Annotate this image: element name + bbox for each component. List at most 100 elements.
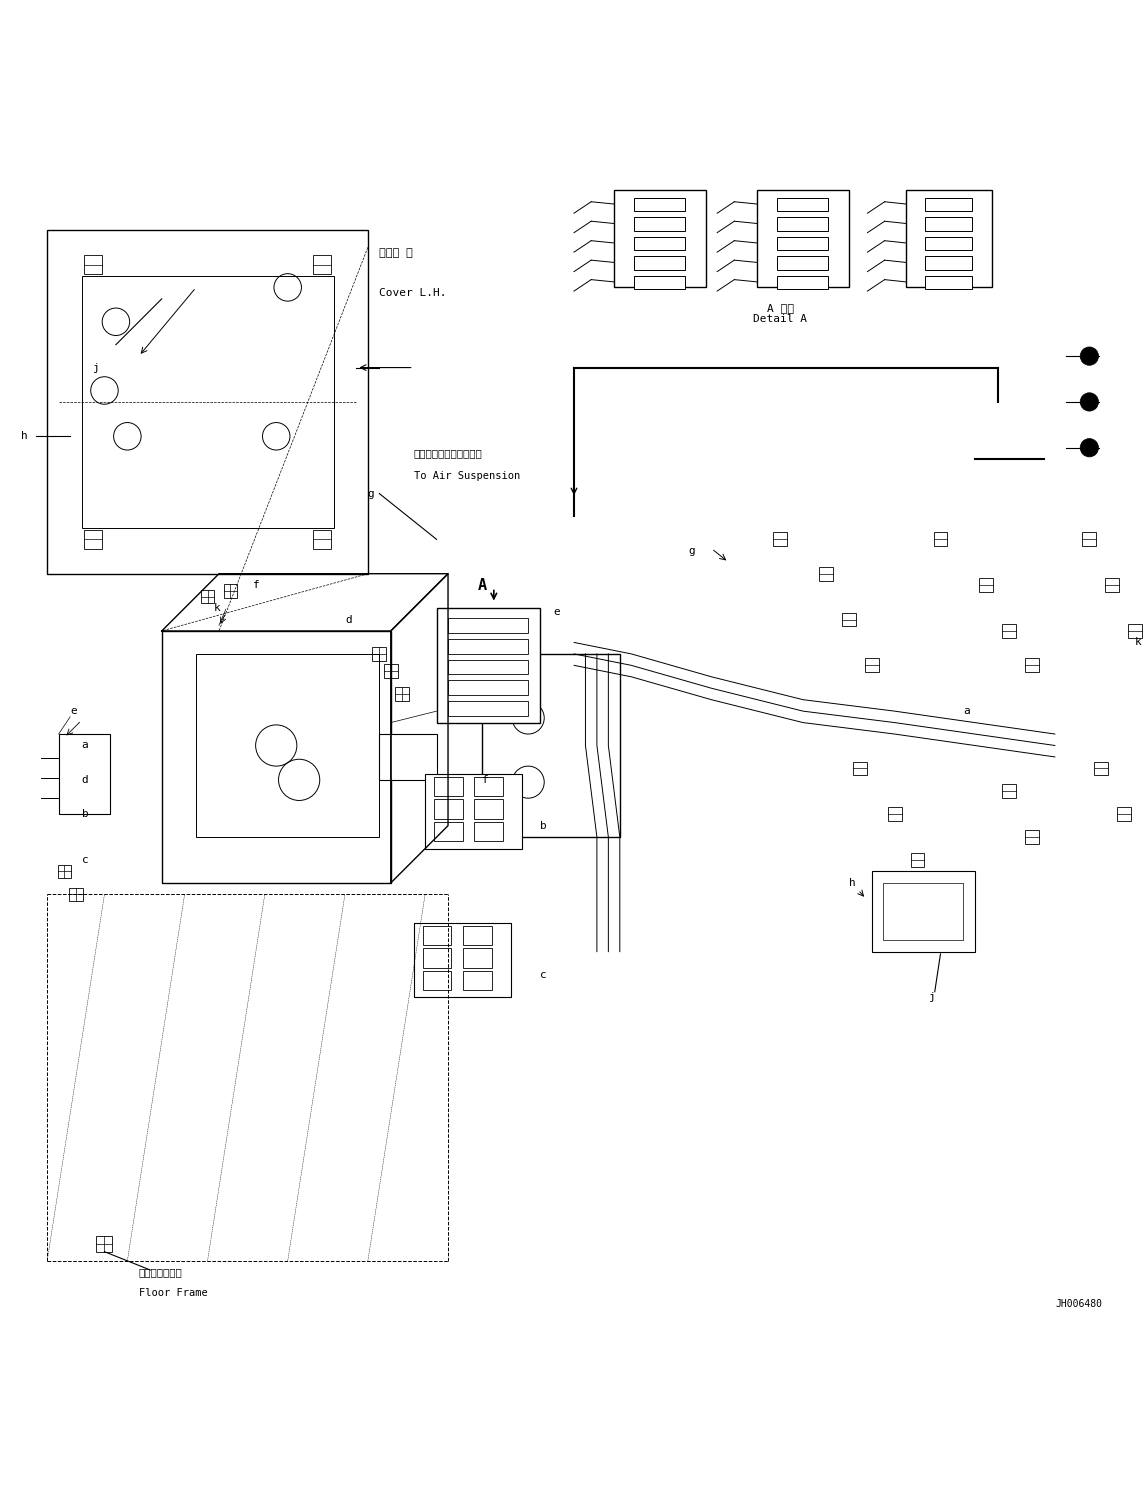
Bar	[853, 762, 867, 775]
Bar	[1002, 625, 1016, 638]
Bar	[313, 255, 332, 274]
Bar	[774, 532, 788, 546]
Bar	[925, 256, 972, 270]
Text: j: j	[93, 362, 100, 373]
Bar	[201, 590, 215, 604]
Bar	[871, 871, 975, 951]
Bar	[777, 256, 828, 270]
Bar	[434, 777, 463, 796]
Text: d: d	[344, 614, 351, 625]
Bar	[841, 613, 855, 626]
Bar	[422, 926, 451, 945]
Text: a: a	[963, 707, 970, 716]
Bar	[777, 198, 828, 212]
Text: c: c	[82, 854, 88, 865]
Bar	[634, 198, 684, 212]
Bar	[425, 774, 522, 848]
Circle shape	[1080, 392, 1099, 412]
Text: c: c	[540, 969, 546, 980]
Text: h: h	[21, 431, 28, 441]
Bar	[463, 971, 491, 990]
Bar	[196, 655, 379, 836]
Text: k: k	[1135, 638, 1142, 647]
Bar	[82, 276, 334, 528]
Bar	[634, 218, 684, 231]
Text: e: e	[70, 707, 77, 716]
Bar	[448, 640, 528, 655]
Bar	[474, 799, 503, 819]
Bar	[634, 237, 684, 250]
Bar	[69, 887, 83, 901]
Bar	[313, 531, 332, 549]
Bar	[84, 531, 102, 549]
Circle shape	[1080, 438, 1099, 456]
Bar	[379, 734, 436, 780]
Bar	[1002, 784, 1016, 798]
Text: e: e	[553, 607, 560, 616]
Bar	[436, 608, 540, 723]
Bar	[162, 631, 390, 883]
Bar	[887, 807, 901, 822]
Bar	[448, 659, 528, 674]
Text: g: g	[367, 489, 374, 498]
Bar	[84, 255, 102, 274]
Text: a: a	[82, 741, 88, 750]
Text: k: k	[214, 602, 220, 613]
Text: A 詳細: A 詳細	[767, 303, 793, 313]
Text: フロアフレーム: フロアフレーム	[139, 1267, 183, 1278]
Bar	[448, 619, 528, 634]
Bar	[395, 687, 409, 701]
Bar	[96, 1236, 113, 1251]
Bar	[864, 659, 878, 672]
Bar	[1128, 625, 1142, 638]
Bar	[463, 926, 491, 945]
Bar	[422, 948, 451, 968]
Text: b: b	[540, 820, 546, 830]
Bar	[819, 567, 832, 580]
Bar	[1094, 762, 1108, 775]
Bar	[925, 198, 972, 212]
Bar	[906, 189, 992, 288]
Bar	[758, 189, 848, 288]
Text: JH006480: JH006480	[1055, 1299, 1102, 1309]
Bar	[463, 948, 491, 968]
Bar	[434, 799, 463, 819]
Bar	[1025, 659, 1039, 672]
Bar	[925, 237, 972, 250]
Bar	[57, 865, 71, 878]
Text: f: f	[254, 580, 261, 590]
Bar	[1117, 807, 1131, 822]
Text: f: f	[482, 775, 489, 784]
Bar	[474, 822, 503, 841]
Text: d: d	[82, 775, 88, 784]
Bar	[777, 237, 828, 250]
Bar	[413, 923, 511, 997]
Bar	[1025, 830, 1039, 844]
Bar	[634, 256, 684, 270]
Text: j: j	[929, 993, 936, 1002]
Text: Floor Frame: Floor Frame	[139, 1288, 208, 1299]
Bar	[979, 579, 993, 592]
Bar	[883, 883, 963, 941]
Text: Detail A: Detail A	[753, 315, 807, 325]
Bar	[482, 655, 620, 836]
Bar	[383, 663, 397, 678]
Bar	[1083, 532, 1096, 546]
Bar	[925, 218, 972, 231]
Bar	[614, 189, 706, 288]
Bar	[59, 734, 110, 814]
Text: A: A	[478, 577, 487, 592]
Text: h: h	[848, 878, 855, 889]
Bar	[474, 777, 503, 796]
Bar	[47, 230, 367, 574]
Text: To Air Suspension: To Air Suspension	[413, 471, 520, 482]
Bar	[448, 680, 528, 695]
Bar	[910, 853, 924, 866]
Bar	[1106, 579, 1119, 592]
Text: g: g	[689, 546, 696, 556]
Text: b: b	[82, 810, 88, 819]
Text: カバー 左: カバー 左	[379, 248, 413, 258]
Bar	[777, 276, 828, 289]
Bar	[777, 218, 828, 231]
Text: エアーサスペンションへ: エアーサスペンションへ	[413, 449, 482, 458]
